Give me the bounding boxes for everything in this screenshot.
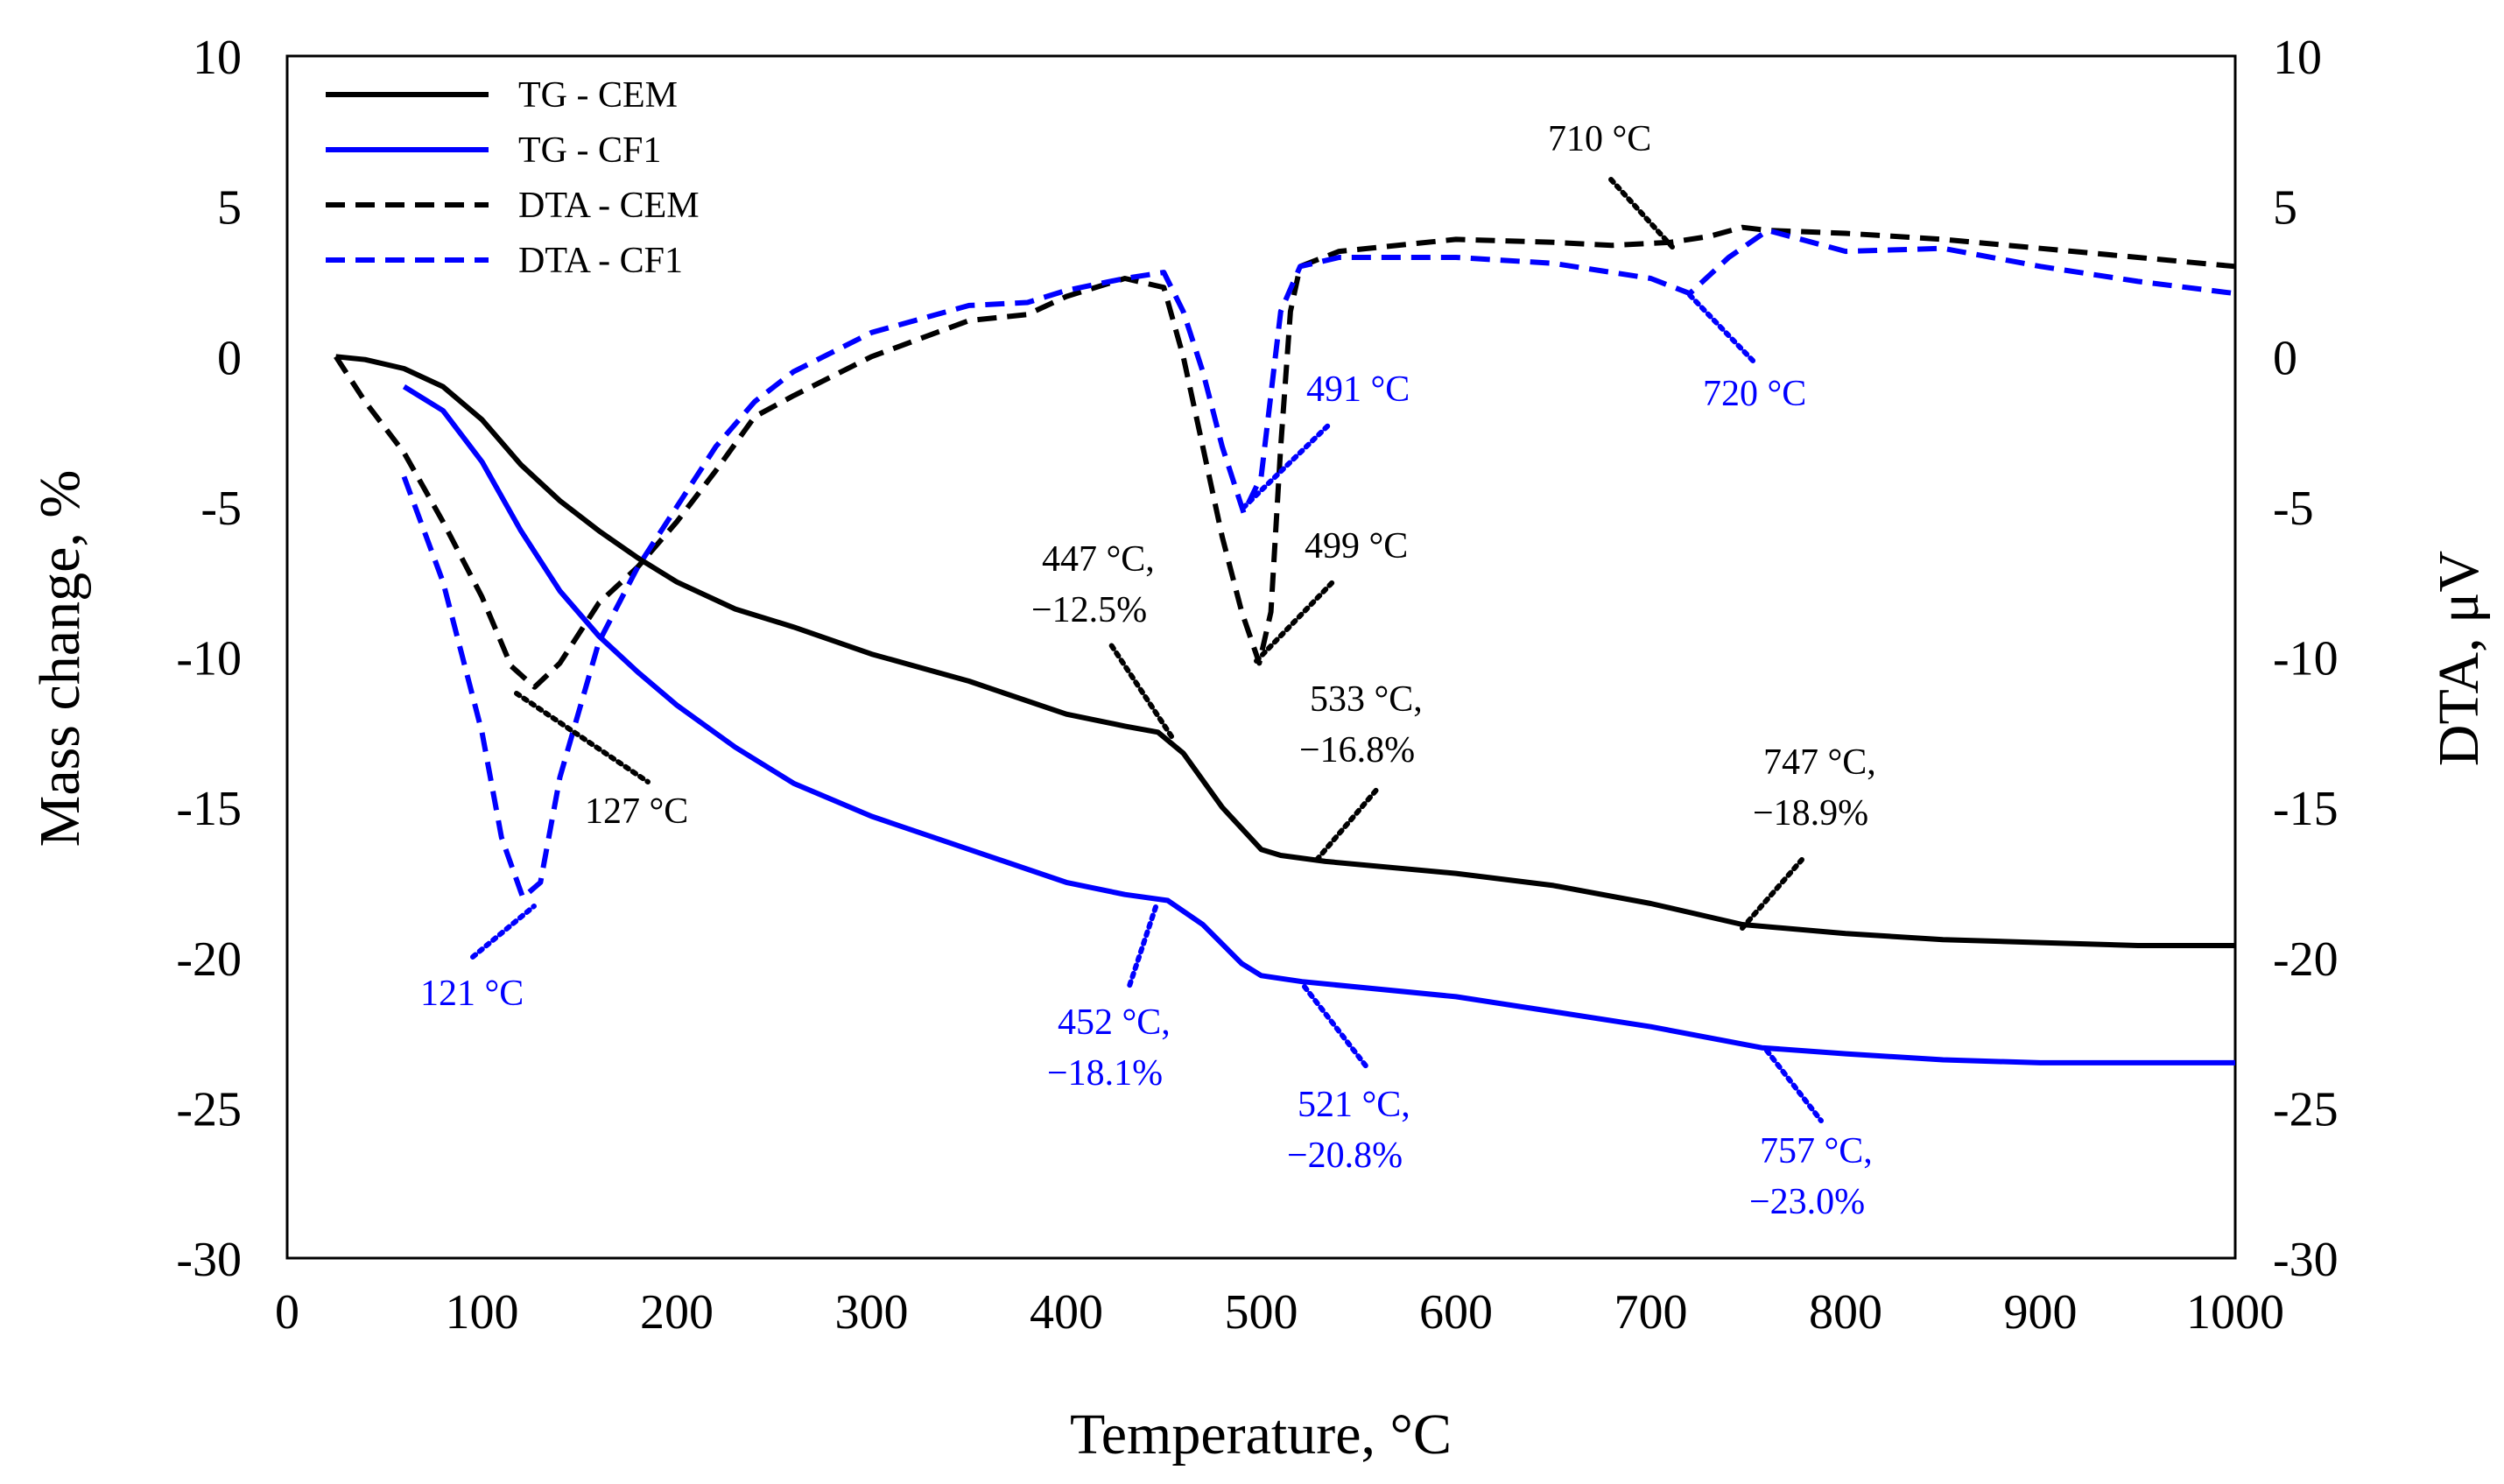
annotation-label-value: −18.1% (1047, 1053, 1163, 1094)
annotation-label-value: −23.0% (1749, 1182, 1865, 1222)
annotation-leader-line (1764, 1048, 1824, 1123)
y-left-tick-label: -15 (176, 782, 242, 836)
annotation-leader-line (1108, 641, 1174, 739)
y-right-tick-label: -20 (2273, 932, 2339, 987)
annotation-label: 521 °C, (1298, 1085, 1410, 1125)
y-right-tick-label: -5 (2273, 482, 2314, 536)
y-left-tick-label: -5 (200, 482, 242, 536)
annotation-label: 491 °C (1306, 369, 1410, 410)
y-right-tick-label: -30 (2273, 1233, 2339, 1287)
annotation-label-value: −12.5% (1031, 590, 1147, 630)
x-tick-label: 600 (1419, 1285, 1493, 1340)
x-tick-label: 300 (835, 1285, 909, 1340)
annotation-leader-line (1608, 177, 1675, 250)
annotation-label: 720 °C (1703, 374, 1806, 414)
annotation-label: 127 °C (585, 791, 688, 832)
annotation-label-value: −20.8% (1287, 1136, 1403, 1176)
y-left-tick-label: 10 (193, 31, 242, 85)
y-right-axis-title: DTA, μV (2427, 551, 2491, 766)
annotation-leader-line (1241, 422, 1332, 510)
annotation-leader-line (470, 904, 537, 960)
x-tick-label: 0 (275, 1285, 299, 1340)
annotation-leader-line (1127, 904, 1158, 988)
annotation-leader-line (1687, 292, 1758, 366)
y-left-tick-label: -20 (176, 932, 242, 987)
y-right-tick-label: 10 (2273, 31, 2322, 85)
annotation-leader-line (1254, 580, 1335, 664)
annotation-label: 499 °C (1305, 526, 1408, 566)
annotation-leader-line (1740, 857, 1804, 931)
annotation-label: 452 °C, (1058, 1002, 1171, 1043)
x-tick-labels: 0 100 200 300 400 500 600 700 800 900 1000 (275, 1285, 2284, 1340)
legend-label: DTA - CEM (518, 186, 700, 226)
y-right-tick-label: -15 (2273, 782, 2339, 836)
y-left-tick-label: 0 (217, 331, 242, 385)
x-tick-label: 500 (1225, 1285, 1298, 1340)
y-left-axis-title: Mass change, % (28, 470, 92, 847)
annotation-leader-line (1302, 984, 1370, 1071)
annotation-label: 710 °C (1548, 119, 1651, 159)
annotation-label: 757 °C, (1760, 1131, 1873, 1171)
annotation-group: 127 °C 121 °C 491 °C 499 °C 710 °C 720 °C 447 … (420, 119, 1876, 1222)
series-line-dta-cem (334, 224, 2236, 690)
plot-frame (285, 54, 2237, 1260)
x-tick-label: 900 (2004, 1285, 2078, 1340)
y-right-tick-labels: 10 5 0 -5 -10 -15 -20 -25 -30 (2273, 31, 2339, 1287)
y-right-tick-label: -25 (2273, 1082, 2339, 1136)
annotation-label: 747 °C, (1763, 742, 1876, 783)
annotation-label-value: −16.8% (1299, 730, 1415, 770)
annotation-label: 447 °C, (1042, 539, 1155, 580)
annotation-label: 121 °C (420, 974, 524, 1014)
x-tick-label: 800 (1809, 1285, 1882, 1340)
annotation-label: 533 °C, (1310, 679, 1423, 720)
x-tick-label: 400 (1030, 1285, 1103, 1340)
y-right-tick-label: 0 (2273, 331, 2297, 385)
y-left-tick-label: -10 (176, 632, 242, 686)
legend-label: TG - CEM (518, 75, 678, 116)
annotation-label-value: −18.9% (1753, 793, 1868, 833)
x-tick-label: 700 (1614, 1285, 1688, 1340)
x-tick-label: 200 (640, 1285, 714, 1340)
x-tick-label: 1000 (2186, 1285, 2284, 1340)
legend-label: TG - CF1 (518, 130, 661, 171)
y-left-tick-labels: 10 5 0 -5 -10 -15 -20 -25 -30 (176, 31, 242, 1287)
y-right-tick-label: 5 (2273, 181, 2297, 236)
annotation-leader-line (1314, 785, 1381, 862)
y-right-tick-label: -10 (2273, 632, 2339, 686)
series-group (334, 224, 2236, 1066)
x-axis-title: Temperature, °C (1070, 1403, 1452, 1466)
legend: TG - CEM TG - CF1 DTA - CEM DTA - CF1 (326, 75, 700, 281)
annotation-leader-line (514, 691, 651, 784)
series-line-tg-cem (335, 354, 2235, 948)
y-left-tick-label: -30 (176, 1233, 242, 1287)
legend-label: DTA - CF1 (518, 241, 683, 281)
y-left-tick-label: 5 (217, 181, 242, 236)
y-left-tick-label: -25 (176, 1082, 242, 1136)
series-line-tg-cf1 (402, 384, 2235, 1066)
x-tick-label: 100 (446, 1285, 519, 1340)
